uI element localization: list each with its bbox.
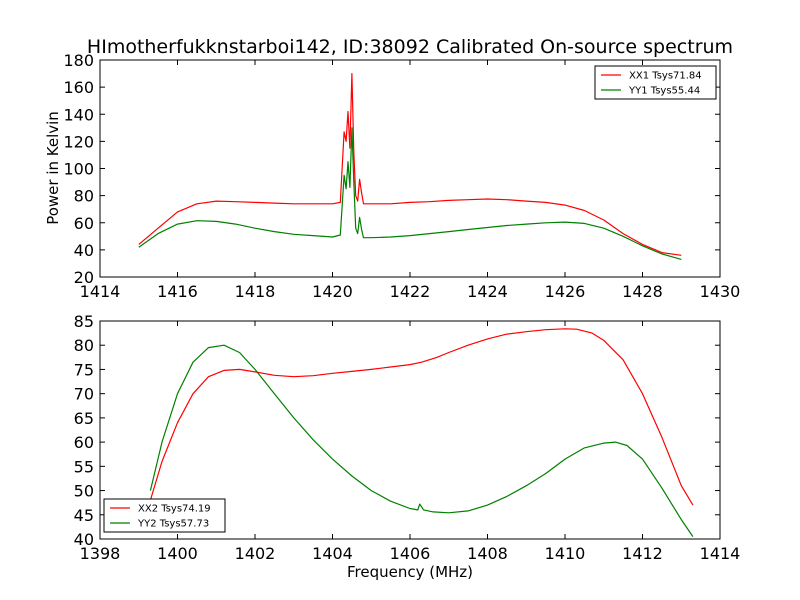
series-line-2 [149,344,694,537]
series-line-2 [138,127,682,260]
y-tick-label: 120 [63,132,94,151]
x-tick-label: 1424 [467,282,508,301]
legend-label: XX1 Tsys71.84 [629,71,702,82]
x-tick-label: 1430 [700,282,741,301]
y-tick-label: 40 [74,241,94,260]
x-tick-label: 1402 [235,544,276,563]
y-tick-label: 50 [74,482,94,501]
legend-label: YY2 Tsys57.73 [137,519,209,530]
x-tick-label: 1420 [312,282,353,301]
y-tick-label: 85 [74,312,94,331]
series-line-1 [149,328,694,506]
bottom-plot: 1398 1400 1402 1404 1406 1408 1410 1412 1414 40 45… [74,312,741,563]
y-axis-label: Power in Kelvin [44,111,62,225]
y-tick-label: 60 [74,433,94,452]
x-tick-label: 1410 [545,544,586,563]
y-tick-label: 20 [74,268,94,287]
y-tick-label: 180 [63,51,94,70]
y-tick-label: 45 [74,506,94,525]
legend-box [103,498,226,533]
x-tick-label: 1398 [80,544,121,563]
y-tick-label: 80 [74,187,94,206]
legend-label: YY1 Tsys55.44 [628,86,700,97]
y-tick-label: 65 [74,409,94,428]
x-tick-label: 1404 [312,544,353,563]
y-tick-label: 55 [74,457,94,476]
y-tick-label: 80 [74,336,94,355]
x-tick-label: 1426 [545,282,586,301]
y-tick-label: 70 [74,385,94,404]
y-tick-label: 60 [74,214,94,233]
legend-box [594,65,717,100]
top-plot: 1414 1416 1418 1420 1422 1424 1426 1428 1430 20 40… [63,51,740,301]
x-tick-label: 1418 [235,282,276,301]
x-tick-label: 1414 [700,544,741,563]
chart-title: HImotherfukknstarboi142, ID:38092 Calibr… [87,36,733,58]
y-tick-label: 160 [63,78,94,97]
y-tick-label: 100 [63,160,94,179]
y-tick-label: 140 [63,105,94,124]
y-tick-label: 75 [74,360,94,379]
x-tick-label: 1428 [622,282,663,301]
y-tick-label: 40 [74,530,94,549]
x-tick-label: 1414 [80,282,121,301]
legend: XX2 Tsys74.19 YY2 Tsys57.73 [103,498,226,533]
x-tick-label: 1416 [157,282,198,301]
x-axis-label: Frequency (MHz) [347,563,473,581]
x-tick-label: 1408 [467,544,508,563]
x-tick-label: 1422 [390,282,431,301]
x-tick-label: 1406 [390,544,431,563]
legend-label: XX2 Tsys74.19 [138,504,211,515]
x-tick-label: 1412 [622,544,663,563]
legend: XX1 Tsys71.84 YY1 Tsys55.44 [594,65,717,100]
series-line-1 [138,73,682,256]
x-tick-label: 1400 [157,544,198,563]
